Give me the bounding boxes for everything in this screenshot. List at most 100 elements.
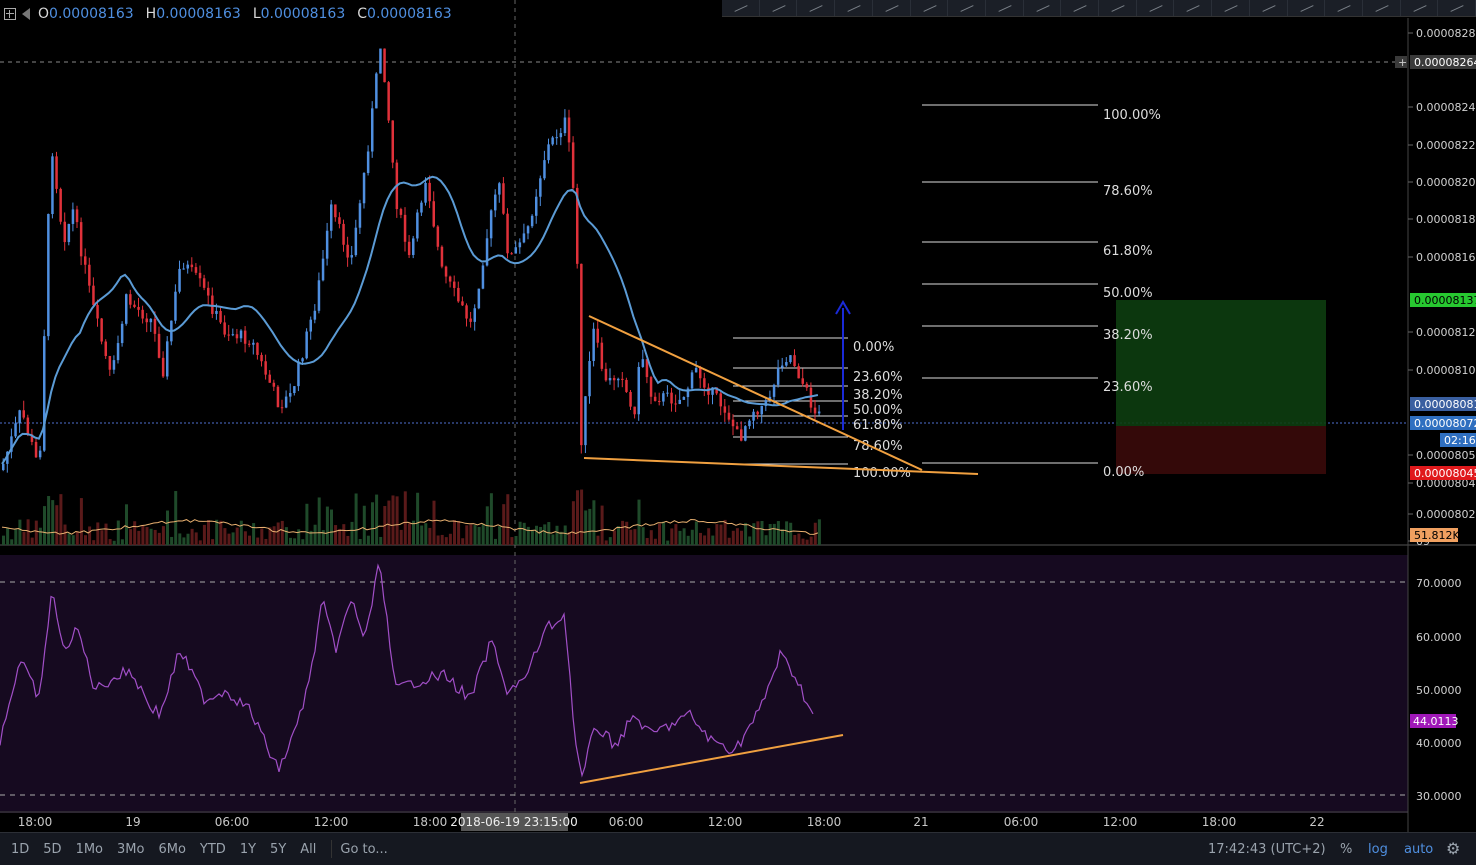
drawing-tool-button[interactable]	[1288, 0, 1326, 16]
flag-icon[interactable]	[22, 8, 30, 20]
volume-bar	[514, 535, 518, 545]
volume-bar	[469, 524, 473, 545]
drawing-tool-button[interactable]	[1250, 0, 1288, 16]
auto-toggle[interactable]: auto	[1404, 841, 1434, 857]
volume-bar	[760, 520, 764, 545]
candle-body	[756, 411, 759, 415]
candle-body	[30, 434, 34, 442]
candle-body	[67, 223, 71, 243]
range-5y-button[interactable]: 5Y	[270, 841, 287, 857]
volume-bar	[186, 533, 190, 545]
candle-body	[174, 291, 177, 321]
volume-bar	[748, 536, 752, 545]
volume-bar	[682, 528, 686, 545]
volume-bar	[235, 527, 239, 545]
drawing-tool-button[interactable]	[1325, 0, 1363, 16]
drawing-tool-button[interactable]	[1099, 0, 1137, 16]
range-1mo-button[interactable]: 1Mo	[75, 841, 104, 857]
rsi-axis[interactable]: 70.0000 60.0000 50.0000 40.0000 30.0000	[1416, 577, 1462, 803]
wedge-lower-trendline[interactable]	[583, 457, 979, 475]
drawing-tool-button[interactable]	[797, 0, 836, 16]
range-3mo-button[interactable]: 3Mo	[117, 841, 145, 857]
volume-bar	[334, 525, 338, 545]
rsi-pane[interactable]	[0, 555, 1408, 813]
drawing-tool-button[interactable]	[1024, 0, 1062, 16]
candle-body	[51, 156, 54, 215]
volume-bar	[14, 528, 18, 545]
volume-bar	[752, 523, 756, 545]
drawing-tool-button[interactable]	[722, 0, 760, 16]
drawing-tool-button[interactable]	[911, 0, 949, 16]
volume-bar	[379, 536, 383, 545]
candle-body	[707, 387, 710, 395]
volume-bar	[772, 523, 776, 545]
volume-bar	[768, 523, 772, 545]
candle-body	[789, 355, 792, 363]
volume-bar	[719, 524, 723, 545]
candle-body	[612, 378, 616, 381]
volume-bar	[120, 539, 124, 545]
time-axis[interactable]: 18:00 19 06:00 12:00 18:00 06:00 12:00 18:00 21 0…	[18, 815, 1325, 829]
percent-toggle[interactable]: %	[1340, 841, 1353, 857]
drawing-tool-button[interactable]	[1438, 0, 1476, 16]
price-tick-label: 0.00008055	[1416, 449, 1476, 462]
drawing-tool-button[interactable]	[1061, 0, 1100, 16]
candle-body	[420, 202, 423, 213]
time-tick-label: 06:00	[215, 815, 250, 829]
volume-bar	[670, 528, 674, 545]
drawing-tool-button[interactable]	[948, 0, 986, 16]
candle-body	[235, 334, 239, 339]
log-toggle[interactable]: log	[1368, 841, 1388, 857]
goto-button[interactable]: Go to...	[340, 841, 388, 857]
range-5d-button[interactable]: 5D	[43, 841, 62, 857]
volume-bar	[38, 527, 42, 545]
fib-small[interactable]	[733, 337, 848, 465]
drawing-tool-button[interactable]	[1401, 0, 1439, 16]
candle-body	[690, 372, 694, 389]
crosshair-icon[interactable]	[4, 8, 16, 20]
volume-bar	[584, 510, 588, 545]
volume-bar	[522, 522, 526, 545]
volume-bar	[678, 530, 682, 545]
drawing-tool-button[interactable]	[986, 0, 1024, 16]
volume-bar	[297, 529, 301, 545]
range-6mo-button[interactable]: 6Mo	[158, 841, 186, 857]
volume-bar	[104, 523, 108, 545]
drawing-tool-button[interactable]	[1212, 0, 1250, 16]
price-tick-label: 0.00008040	[1416, 477, 1476, 490]
drawing-tool-button[interactable]	[1363, 0, 1401, 16]
range-ytd-button[interactable]: YTD	[199, 841, 226, 857]
chart-canvas[interactable]: 100.00% 78.60% 61.80% 50.00% 38.20% 23.6…	[0, 0, 1476, 832]
range-all-button[interactable]: All	[300, 841, 317, 857]
wedge-trendlines[interactable]	[579, 315, 979, 784]
volume-bar	[264, 538, 268, 545]
candle-body	[580, 263, 583, 446]
volume-bar	[63, 524, 67, 545]
drawing-tool-button[interactable]	[1137, 0, 1175, 16]
volume-bar	[338, 528, 342, 545]
drawing-tool-button[interactable]	[1174, 0, 1213, 16]
fib-small-label: 38.20%	[853, 388, 903, 403]
drawing-tool-button[interactable]	[835, 0, 873, 16]
wedge-upper-trendline[interactable]	[588, 315, 923, 471]
target-zone[interactable]	[1116, 300, 1326, 426]
volume-bar	[403, 491, 407, 545]
drawing-tool-button[interactable]	[760, 0, 798, 16]
candle-body	[592, 328, 595, 362]
volume-bar	[219, 520, 223, 545]
range-1y-button[interactable]: 1Y	[239, 841, 257, 857]
settings-gear-icon[interactable]: ⚙	[1446, 839, 1461, 858]
volume-bar	[576, 490, 579, 545]
price-axis[interactable]: 0.00008280 0.00008240 0.00008220 0.00008200…	[1408, 27, 1476, 548]
candle-body	[22, 410, 25, 418]
rsi-divergence-trendline[interactable]	[579, 734, 844, 784]
volume-bar	[817, 519, 821, 545]
stop-zone[interactable]	[1116, 426, 1326, 474]
drawing-tool-button[interactable]	[873, 0, 911, 16]
projection-arrow[interactable]	[835, 300, 851, 430]
close-key: C	[357, 6, 368, 22]
add-alert-icon[interactable]	[1395, 56, 1407, 68]
range-1d-button[interactable]: 1D	[11, 841, 30, 857]
fib-large[interactable]	[922, 104, 1098, 464]
volume-bar	[494, 538, 497, 545]
